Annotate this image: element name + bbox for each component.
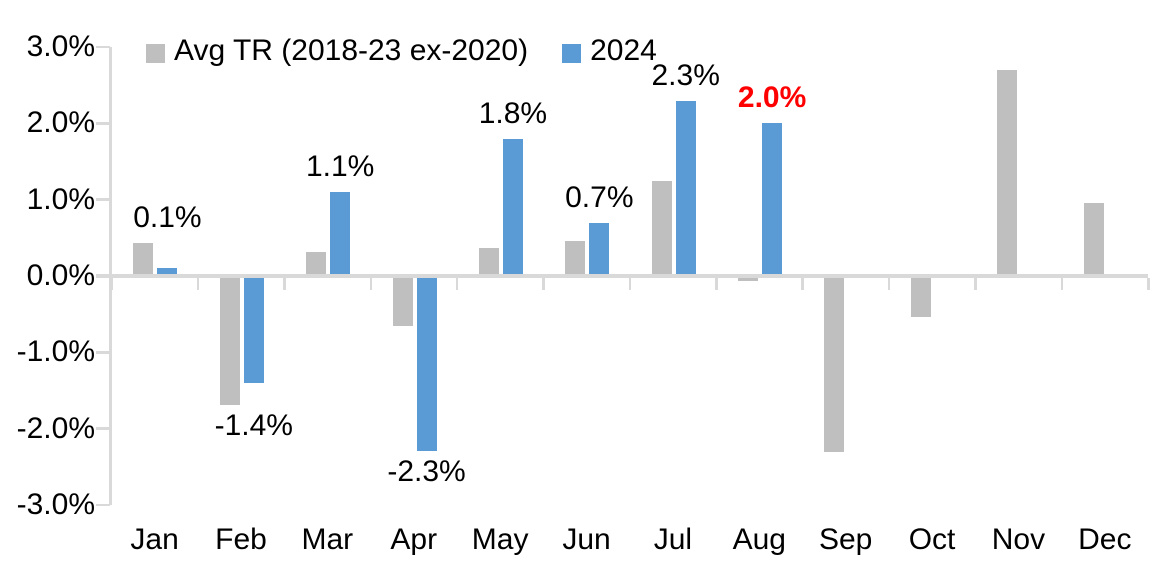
x-axis-tick	[1147, 278, 1150, 290]
x-axis-tick	[542, 278, 545, 290]
legend-swatch-avg-tr-icon	[146, 43, 165, 63]
bar-avg-jul	[651, 180, 672, 276]
x-axis-tick	[1060, 278, 1064, 290]
legend-swatch-2024-icon	[562, 43, 582, 63]
data-label-jul: 2.3%	[651, 58, 720, 92]
bar-2024-apr	[416, 276, 437, 452]
x-axis-tick	[283, 278, 286, 290]
bar-avg-dec	[1083, 202, 1104, 276]
y-axis-tick-label: -2.0%	[16, 411, 95, 445]
data-label-feb: -1.4%	[214, 408, 293, 442]
y-axis-tick	[96, 351, 111, 354]
x-axis-tick	[196, 278, 200, 290]
bar-avg-jan	[133, 243, 154, 276]
bar-2024-jan	[157, 268, 178, 276]
x-axis-label-jan: Jan	[130, 523, 179, 556]
data-label-jan: 0.1%	[133, 201, 202, 235]
y-axis-tick-label: -3.0%	[16, 487, 95, 521]
bar-avg-feb	[219, 276, 240, 405]
bar-2024-jul	[675, 100, 696, 276]
bar-2024-may	[502, 138, 523, 276]
legend-label-2024: 2024	[590, 34, 657, 67]
y-axis-tick	[96, 503, 111, 507]
bar-avg-nov	[997, 69, 1018, 276]
bar-avg-jun	[565, 240, 586, 276]
x-axis-label-aug: Aug	[732, 523, 786, 556]
y-axis-tick-label: 2.0%	[26, 106, 95, 140]
bar-2024-feb	[243, 276, 264, 383]
data-label-aug: 2.0%	[737, 81, 807, 115]
x-axis-label-feb: Feb	[215, 523, 267, 556]
legend-label-avg-tr: Avg TR (2018-23 ex-2020)	[174, 34, 529, 67]
x-axis-tick	[715, 278, 718, 290]
legend: Avg TR (2018-23 ex-2020) 2024	[146, 33, 657, 69]
x-axis-label-nov: Nov	[991, 523, 1046, 556]
x-axis-tick	[455, 278, 459, 290]
y-axis-tick-label: -1.0%	[16, 335, 95, 369]
x-axis-label-dec: Dec	[1078, 523, 1132, 556]
x-axis-tick	[801, 278, 804, 290]
data-label-apr: -2.3%	[387, 455, 466, 489]
bar-avg-sep	[824, 276, 845, 453]
y-axis-tick	[96, 45, 111, 49]
x-axis-tick	[628, 278, 632, 290]
data-label-may: 1.8%	[478, 96, 548, 130]
x-axis-tick	[974, 278, 977, 290]
bar-avg-apr	[392, 276, 413, 327]
bar-avg-may	[478, 247, 499, 276]
x-axis-label-may: May	[471, 523, 529, 556]
legend-item-2024: 2024	[562, 33, 657, 69]
bar-avg-aug	[738, 276, 759, 281]
y-axis-tick-label: 0.0%	[26, 259, 95, 292]
bar-2024-jun	[589, 222, 610, 276]
y-axis-tick	[96, 198, 111, 201]
legend-item-avg-tr: Avg TR (2018-23 ex-2020)	[146, 33, 528, 69]
y-axis-tick	[96, 122, 111, 125]
x-axis-label-sep: Sep	[818, 523, 873, 556]
bar-2024-mar	[330, 192, 351, 276]
y-axis-tick-label: 3.0%	[26, 30, 95, 64]
y-axis-tick	[96, 427, 111, 430]
x-axis-label-oct: Oct	[908, 523, 956, 556]
bar-2024-aug	[762, 123, 783, 276]
x-axis-line	[96, 274, 1148, 278]
y-axis-tick-label: 1.0%	[26, 182, 95, 216]
x-axis-tick	[110, 278, 113, 290]
x-axis-tick	[369, 278, 373, 290]
data-label-mar: 1.1%	[305, 150, 375, 184]
x-axis-label-jun: Jun	[562, 523, 611, 556]
x-axis-label-mar: Mar	[301, 523, 354, 556]
bar-avg-oct	[910, 276, 931, 318]
x-axis-label-apr: Apr	[390, 523, 438, 556]
bar-avg-mar	[306, 252, 327, 276]
data-label-jun: 0.7%	[565, 180, 634, 214]
x-axis-tick	[887, 278, 891, 290]
x-axis-label-jul: Jul	[653, 523, 693, 556]
